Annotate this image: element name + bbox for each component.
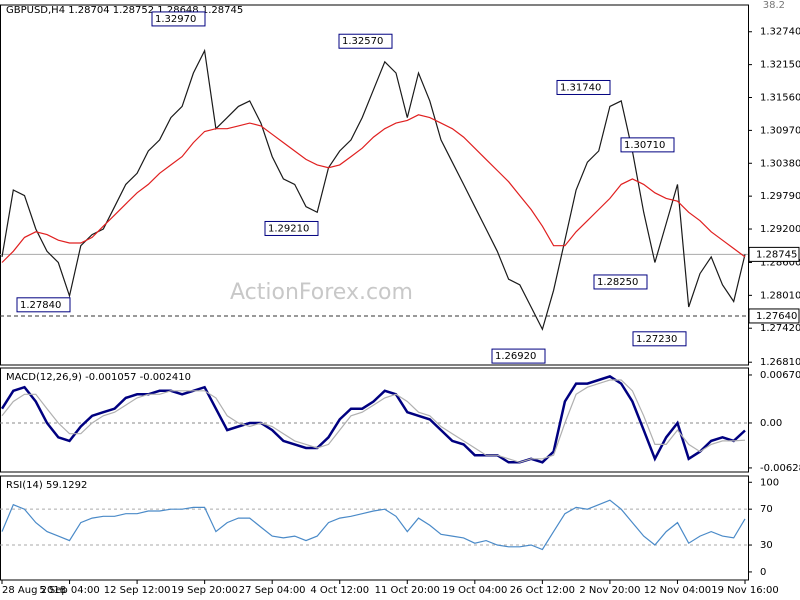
y-tick-label: 0.006706	[760, 370, 800, 381]
y-tick-label: 1.28010	[760, 290, 800, 301]
level-box	[748, 308, 800, 324]
y-tick-label: 1.29200	[760, 224, 800, 235]
annotation-label: 1.32970	[155, 14, 196, 25]
y-tick-label: -0.00628	[760, 463, 800, 474]
x-tick-label: 19 Nov 16:00	[711, 585, 778, 596]
y-tick-label: 1.32150	[760, 60, 800, 71]
annotation-label: 1.29210	[268, 223, 309, 234]
annotation-box	[338, 33, 393, 49]
series-line	[1, 114, 746, 263]
y-tick-label: 1.29790	[760, 191, 800, 202]
corner-label: 38.2	[763, 0, 785, 11]
level-label: 1.27640	[756, 311, 797, 322]
x-tick-label: 19 Sep 20:00	[171, 585, 238, 596]
panel-frame	[0, 4, 749, 366]
annotation-label: 1.31740	[560, 82, 601, 93]
annotation-label: 1.27840	[20, 300, 61, 311]
annotation-box	[593, 274, 648, 290]
annotation-label: 1.28250	[597, 277, 638, 288]
y-tick-label: 70	[760, 504, 773, 515]
annotation-box	[556, 79, 611, 95]
series-line	[1, 379, 746, 463]
series-line	[1, 48, 746, 331]
annotation-label: 1.26920	[495, 351, 536, 362]
panel-title: MACD(12,26,9) -0.001057 -0.002410	[6, 372, 191, 383]
annotation-label: 1.30710	[624, 140, 665, 151]
chart-title: GBPUSD,H4 1.28704 1.28752 1.28648 1.2874…	[6, 5, 243, 16]
x-tick-label: 19 Oct 04:00	[442, 585, 507, 596]
annotation-box	[16, 297, 71, 313]
annotation-box	[151, 11, 206, 27]
x-tick-label: 28 Aug 2018	[2, 585, 66, 596]
current-price-box	[748, 246, 800, 262]
x-tick-label: 2 Nov 20:00	[579, 585, 640, 596]
y-tick-label: 1.30970	[760, 125, 800, 136]
y-tick-label: 0	[760, 567, 766, 578]
x-tick-label: 12 Nov 04:00	[644, 585, 711, 596]
annotation-box	[632, 331, 687, 347]
annotation-label: 1.32570	[342, 36, 383, 47]
annotation-box	[491, 348, 546, 364]
current-price-label: 1.28745	[756, 249, 797, 260]
y-tick-label: 100	[760, 477, 779, 488]
x-tick-label: 4 Oct 12:00	[310, 585, 369, 596]
series-line	[0, 375, 746, 464]
y-tick-label: 30	[760, 540, 773, 551]
panel-frame	[0, 475, 749, 581]
annotation-box	[620, 137, 675, 153]
y-tick-label: 1.31560	[760, 93, 800, 104]
x-tick-label: 11 Oct 20:00	[375, 585, 440, 596]
y-tick-label: 1.27420	[760, 323, 800, 334]
x-tick-label: 26 Oct 12:00	[510, 585, 575, 596]
x-tick-label: 27 Sep 04:00	[239, 585, 306, 596]
y-tick-label: 0.00	[760, 418, 782, 429]
panel-frame	[0, 367, 749, 473]
y-tick-label: 1.32740	[760, 27, 800, 38]
annotation-label: 1.27230	[636, 334, 677, 345]
panel-title: RSI(14) 59.1292	[6, 480, 87, 491]
series-line	[1, 499, 746, 551]
y-tick-label: 1.26810	[760, 357, 800, 368]
x-tick-label: 12 Sep 12:00	[104, 585, 171, 596]
watermark: ActionForex.com	[230, 280, 413, 305]
annotation-box	[264, 220, 319, 236]
y-tick-label: 1.30380	[760, 158, 800, 169]
x-tick-label: 5 Sep 04:00	[39, 585, 99, 596]
y-tick-label: 1.28600	[760, 257, 800, 268]
